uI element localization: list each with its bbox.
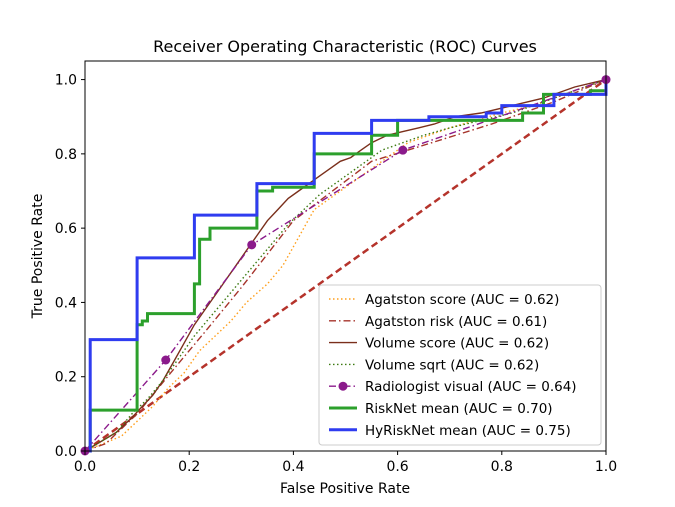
legend-label-3: Volume score (AUC = 0.62) (365, 336, 549, 352)
y-axis-label: True Positive Rate (30, 194, 46, 320)
chance-line (84, 78, 607, 453)
legend-label-1: Agatston score (AUC = 0.62) (365, 292, 559, 308)
series-line-1 (84, 78, 607, 452)
plot-area: 0.0 0.2 0.4 0.6 0.8 1.0 0.0 0.2 0.4 0.6 0.8 1.0 (55, 60, 617, 475)
series-5-marker (161, 355, 171, 365)
y-tick-label: 0.0 (55, 444, 77, 460)
legend-box (318, 284, 602, 446)
plot-frame (84, 60, 607, 452)
series-5-marker (247, 240, 257, 250)
x-tick-label: 0.4 (282, 459, 304, 475)
x-tick-label: 1.0 (595, 459, 617, 475)
y-tick-label: 0.4 (55, 295, 77, 311)
y-tick-label: 1.0 (55, 73, 77, 89)
legend-label-5: Radiologist visual (AUC = 0.64) (365, 379, 577, 395)
legend-marker (338, 381, 348, 391)
x-tick-label: 0.8 (491, 459, 513, 475)
legend-label-4: Volume sqrt (AUC = 0.62) (365, 357, 539, 373)
series-line-7 (85, 79, 608, 453)
legend: Agatston score (AUC = 0.62) Agatston risk… (318, 284, 602, 446)
series-line-2 (84, 78, 607, 452)
x-axis-label: False Positive Rate (280, 481, 410, 497)
y-tick-label: 0.8 (55, 147, 77, 163)
legend-label-6: RiskNet mean (AUC = 0.70) (365, 401, 553, 417)
x-tick-label: 0.2 (178, 459, 200, 475)
legend-label-7: HyRiskNet mean (AUC = 0.75) (365, 423, 571, 439)
x-tick-label: 0.0 (74, 459, 96, 475)
series-line-4 (84, 78, 607, 452)
series-5-marker (398, 145, 408, 155)
series-line-3 (84, 78, 607, 452)
chart-title: Receiver Operating Characteristic (ROC) … (153, 37, 537, 56)
x-tick-label: 0.6 (386, 459, 408, 475)
legend-label-2: Agatston risk (AUC = 0.61) (365, 314, 547, 330)
y-tick-label: 0.6 (55, 221, 77, 237)
y-tick-label: 0.2 (55, 370, 77, 386)
